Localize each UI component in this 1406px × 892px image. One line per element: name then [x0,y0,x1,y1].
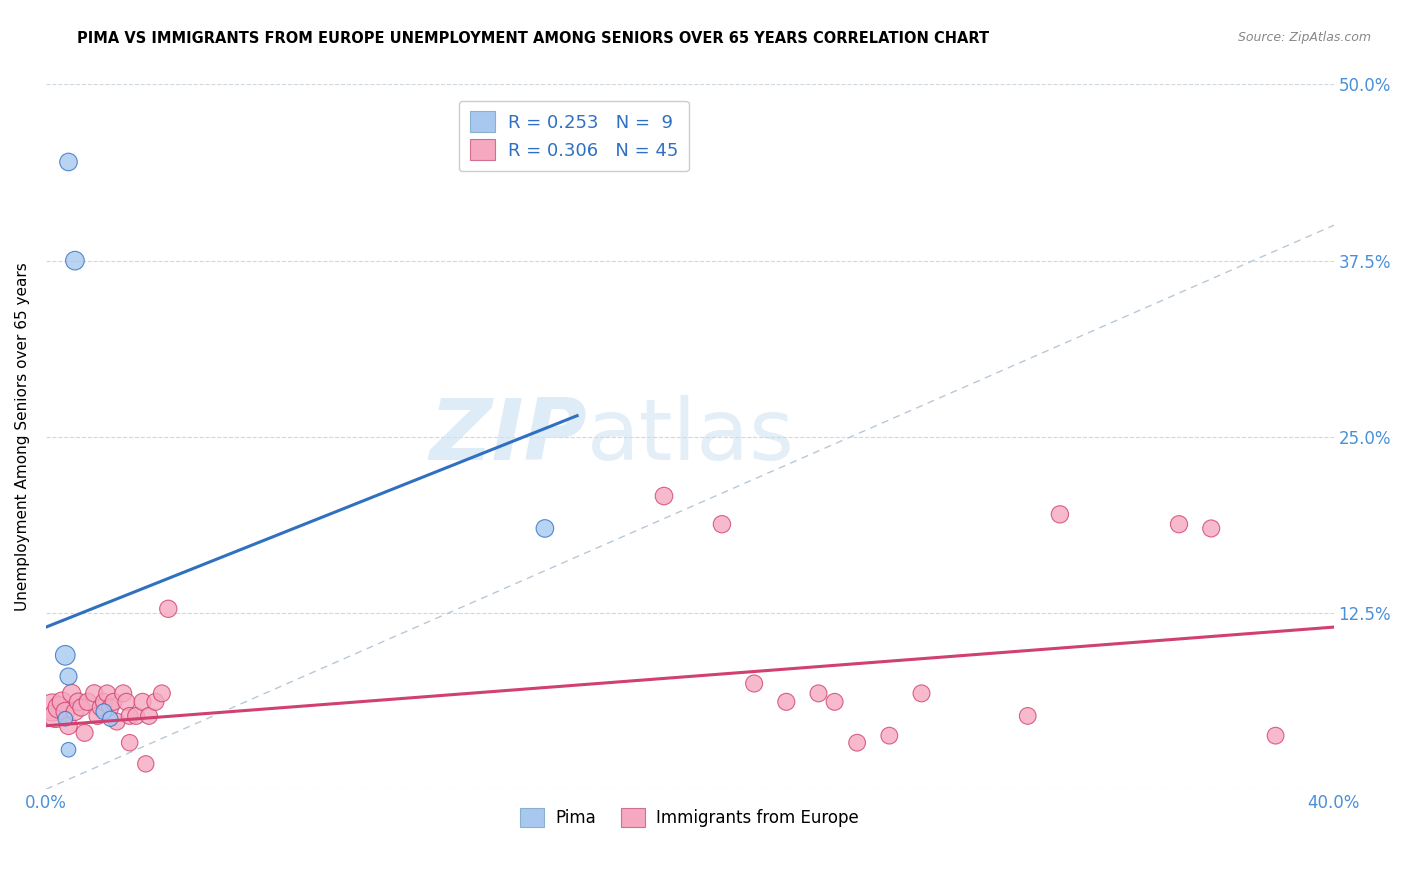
Point [93,695,115,709]
Point [118,736,141,750]
Point [70,700,93,714]
Point [67,695,90,709]
Point [93,705,115,719]
Point [131,695,153,709]
Point [742,676,765,690]
Point [96,686,118,700]
Point [103,695,125,709]
Point [118,709,141,723]
Point [112,686,135,700]
Point [135,756,157,771]
Point [652,489,675,503]
Point [1199,521,1222,535]
Point [48,700,70,714]
Point [90,700,112,714]
Point [73,726,96,740]
Point [807,686,830,700]
Legend: Pima, Immigrants from Europe: Pima, Immigrants from Europe [513,801,866,834]
Point [115,695,138,709]
Point [58,669,80,683]
Point [58,719,80,733]
Y-axis label: Unemployment Among Seniors over 65 years: Unemployment Among Seniors over 65 years [15,262,30,611]
Point [98,700,121,714]
Point [53,705,76,719]
Point [63,705,86,719]
Point [41,700,63,714]
Point [86,709,108,723]
Point [1168,517,1191,532]
Point [105,714,128,729]
Text: Source: ZipAtlas.com: Source: ZipAtlas.com [1237,31,1371,45]
Point [910,686,932,700]
Point [824,695,846,709]
Point [53,648,76,663]
Point [58,743,80,757]
Point [63,253,86,268]
Text: PIMA VS IMMIGRANTS FROM EUROPE UNEMPLOYMENT AMONG SENIORS OVER 65 YEARS CORRELAT: PIMA VS IMMIGRANTS FROM EUROPE UNEMPLOYM… [77,31,990,46]
Point [45,709,67,723]
Point [98,712,121,726]
Point [53,712,76,726]
Point [145,695,167,709]
Point [710,517,733,532]
Point [125,709,148,723]
Point [76,695,98,709]
Point [51,695,73,709]
Point [83,686,105,700]
Point [879,729,901,743]
Text: atlas: atlas [586,395,794,478]
Point [138,709,160,723]
Point [157,602,180,616]
Point [150,686,173,700]
Point [1017,709,1039,723]
Point [775,695,797,709]
Point [846,736,869,750]
Point [58,155,80,169]
Point [1049,508,1071,522]
Point [60,686,83,700]
Point [1264,729,1286,743]
Text: ZIP: ZIP [429,395,586,478]
Point [534,521,557,535]
